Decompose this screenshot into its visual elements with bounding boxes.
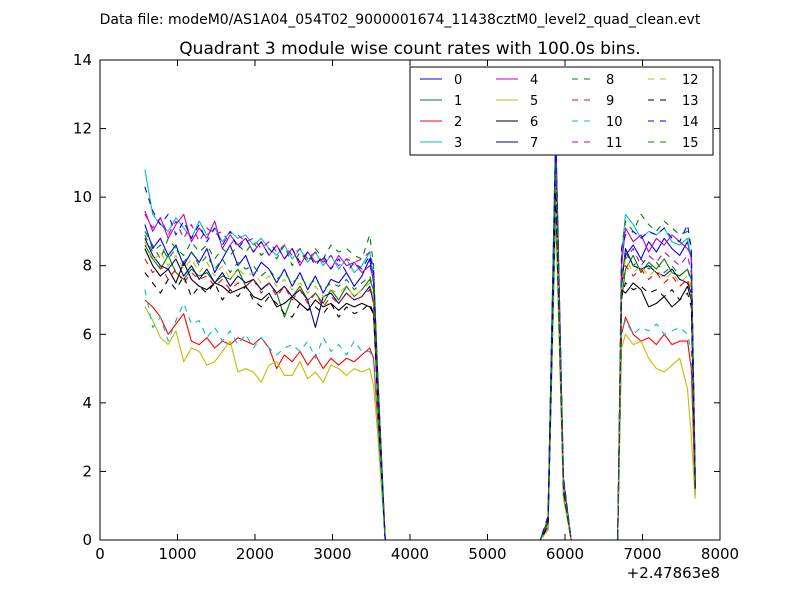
x-tick-label: 2000 — [236, 545, 274, 563]
series-line-4 — [144, 152, 696, 540]
series-line-5 — [144, 213, 696, 540]
legend-label-15: 15 — [682, 136, 699, 151]
x-offset-label: +2.47863e8 — [627, 564, 720, 582]
series-line-14 — [144, 134, 696, 540]
x-tick-label: 6000 — [546, 545, 584, 563]
legend-label-13: 13 — [682, 94, 699, 109]
x-tick-label: 7000 — [623, 545, 661, 563]
y-tick-label: 6 — [82, 325, 92, 343]
legend-label-12: 12 — [682, 73, 699, 88]
y-tick-label: 0 — [82, 531, 92, 549]
series-line-1 — [144, 155, 696, 540]
suptitle: Data file: modeM0/AS1A04_054T02_90000016… — [100, 12, 701, 28]
x-tick-label: 3000 — [313, 545, 351, 563]
legend-label-0: 0 — [454, 73, 462, 88]
series-layer — [144, 128, 696, 540]
series-line-11 — [144, 141, 696, 540]
series-line-6 — [144, 186, 696, 540]
y-tick-label: 2 — [82, 462, 92, 480]
legend-label-10: 10 — [606, 115, 623, 130]
legend-label-14: 14 — [682, 115, 699, 130]
x-tick-label: 0 — [95, 545, 105, 563]
legend-label-6: 6 — [530, 115, 538, 130]
chart-title: Quadrant 3 module wise count rates with … — [179, 39, 640, 59]
legend-label-8: 8 — [606, 73, 614, 88]
legend-box — [409, 66, 714, 156]
series-line-7 — [144, 169, 696, 540]
series-line-2 — [144, 196, 696, 540]
series-line-12 — [144, 172, 696, 540]
y-tick-label: 8 — [82, 257, 92, 275]
y-tick-label: 4 — [82, 394, 92, 412]
legend-label-2: 2 — [454, 115, 462, 130]
y-tick-label: 10 — [73, 188, 92, 206]
legend-label-9: 9 — [606, 94, 614, 109]
x-tick-label: 5000 — [468, 545, 506, 563]
series-line-0 — [144, 128, 696, 540]
series-line-10 — [144, 203, 696, 540]
axis-ticks: 0 1000 2000 3000 4000 5000 6000 7000 80000246810… — [73, 51, 739, 563]
legend-label-4: 4 — [530, 73, 538, 88]
legend-label-1: 1 — [454, 94, 462, 109]
legend-label-7: 7 — [530, 136, 538, 151]
y-tick-label: 12 — [73, 120, 92, 138]
x-tick-label: 8000 — [701, 545, 739, 563]
x-tick-label: 1000 — [158, 545, 196, 563]
x-tick-label: 4000 — [391, 545, 429, 563]
y-tick-label: 14 — [73, 51, 92, 69]
legend-label-3: 3 — [454, 136, 462, 151]
legend-label-5: 5 — [530, 94, 538, 109]
legend-label-11: 11 — [606, 136, 623, 151]
series-line-8 — [144, 145, 696, 540]
